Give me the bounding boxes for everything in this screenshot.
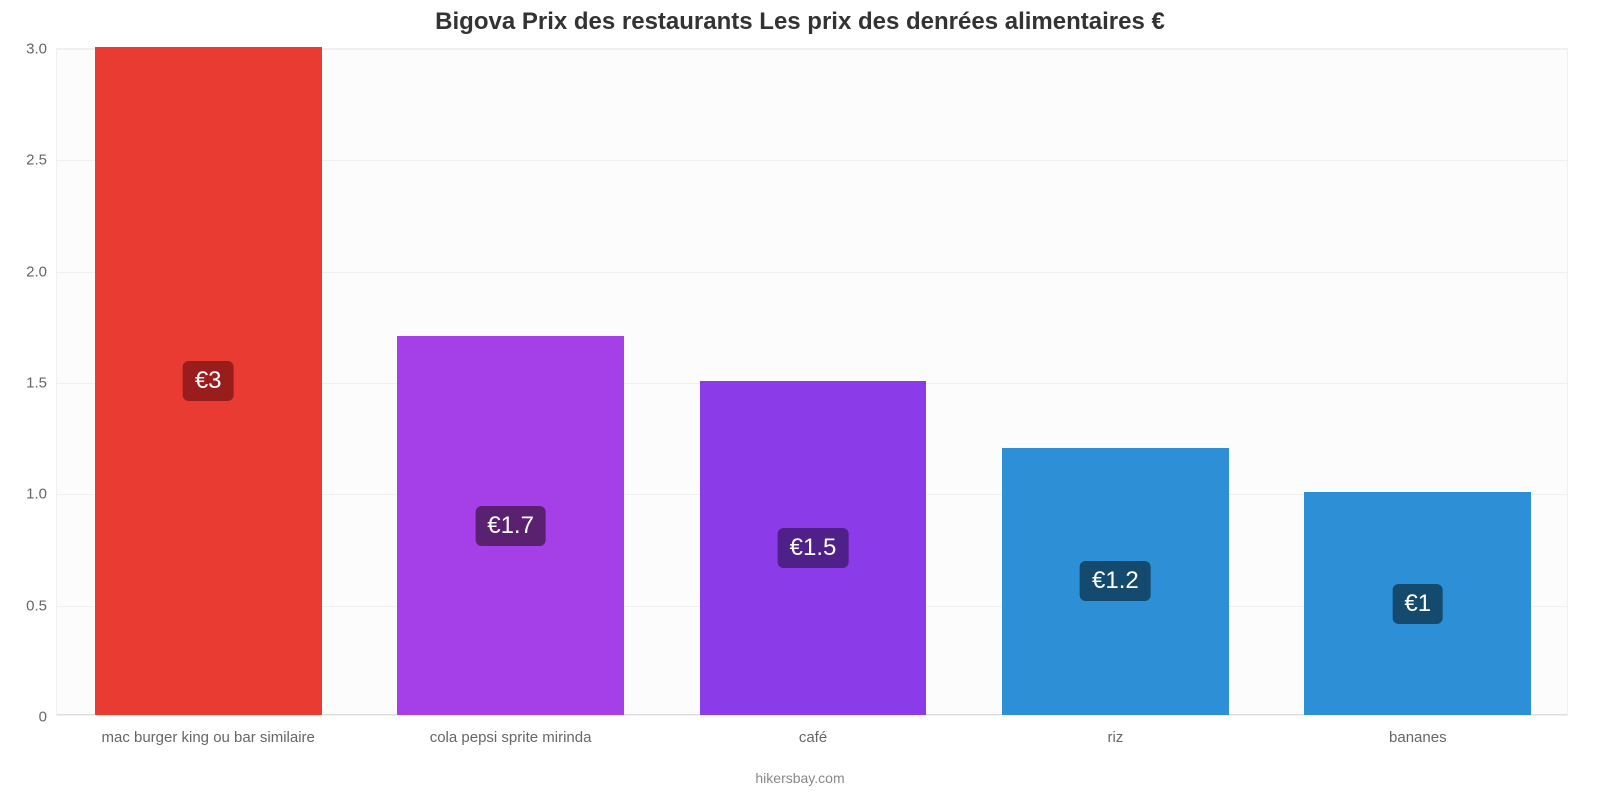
chart-title: Bigova Prix des restaurants Les prix des…: [0, 8, 1600, 36]
chart-credit: hikersbay.com: [0, 770, 1600, 786]
bar: €1.7: [397, 336, 624, 715]
bar: €1: [1304, 492, 1531, 715]
bar: €3: [95, 47, 322, 715]
bar: €1.2: [1002, 448, 1229, 715]
y-tick-label: 0: [39, 709, 47, 726]
x-tick-label: riz: [1107, 729, 1123, 746]
y-tick-label: 0.5: [26, 597, 47, 614]
bar-value-badge: €1.7: [475, 506, 546, 546]
y-tick-label: 3.0: [26, 41, 47, 58]
y-tick-label: 2.0: [26, 263, 47, 280]
y-tick-label: 1.5: [26, 375, 47, 392]
x-tick-label: bananes: [1389, 729, 1447, 746]
bar-value-badge: €3: [183, 361, 234, 401]
x-tick-label: cola pepsi sprite mirinda: [430, 729, 592, 746]
price-bar-chart: Bigova Prix des restaurants Les prix des…: [0, 0, 1600, 800]
bar: €1.5: [700, 381, 927, 715]
plot-area: 00.51.01.52.02.53.0€3mac burger king ou …: [56, 48, 1568, 716]
x-tick-label: mac burger king ou bar similaire: [101, 729, 314, 746]
y-tick-label: 2.5: [26, 152, 47, 169]
bar-value-badge: €1.5: [778, 528, 849, 568]
bar-value-badge: €1: [1392, 584, 1443, 624]
x-tick-label: café: [799, 729, 827, 746]
y-tick-label: 1.0: [26, 486, 47, 503]
bar-value-badge: €1.2: [1080, 561, 1151, 601]
